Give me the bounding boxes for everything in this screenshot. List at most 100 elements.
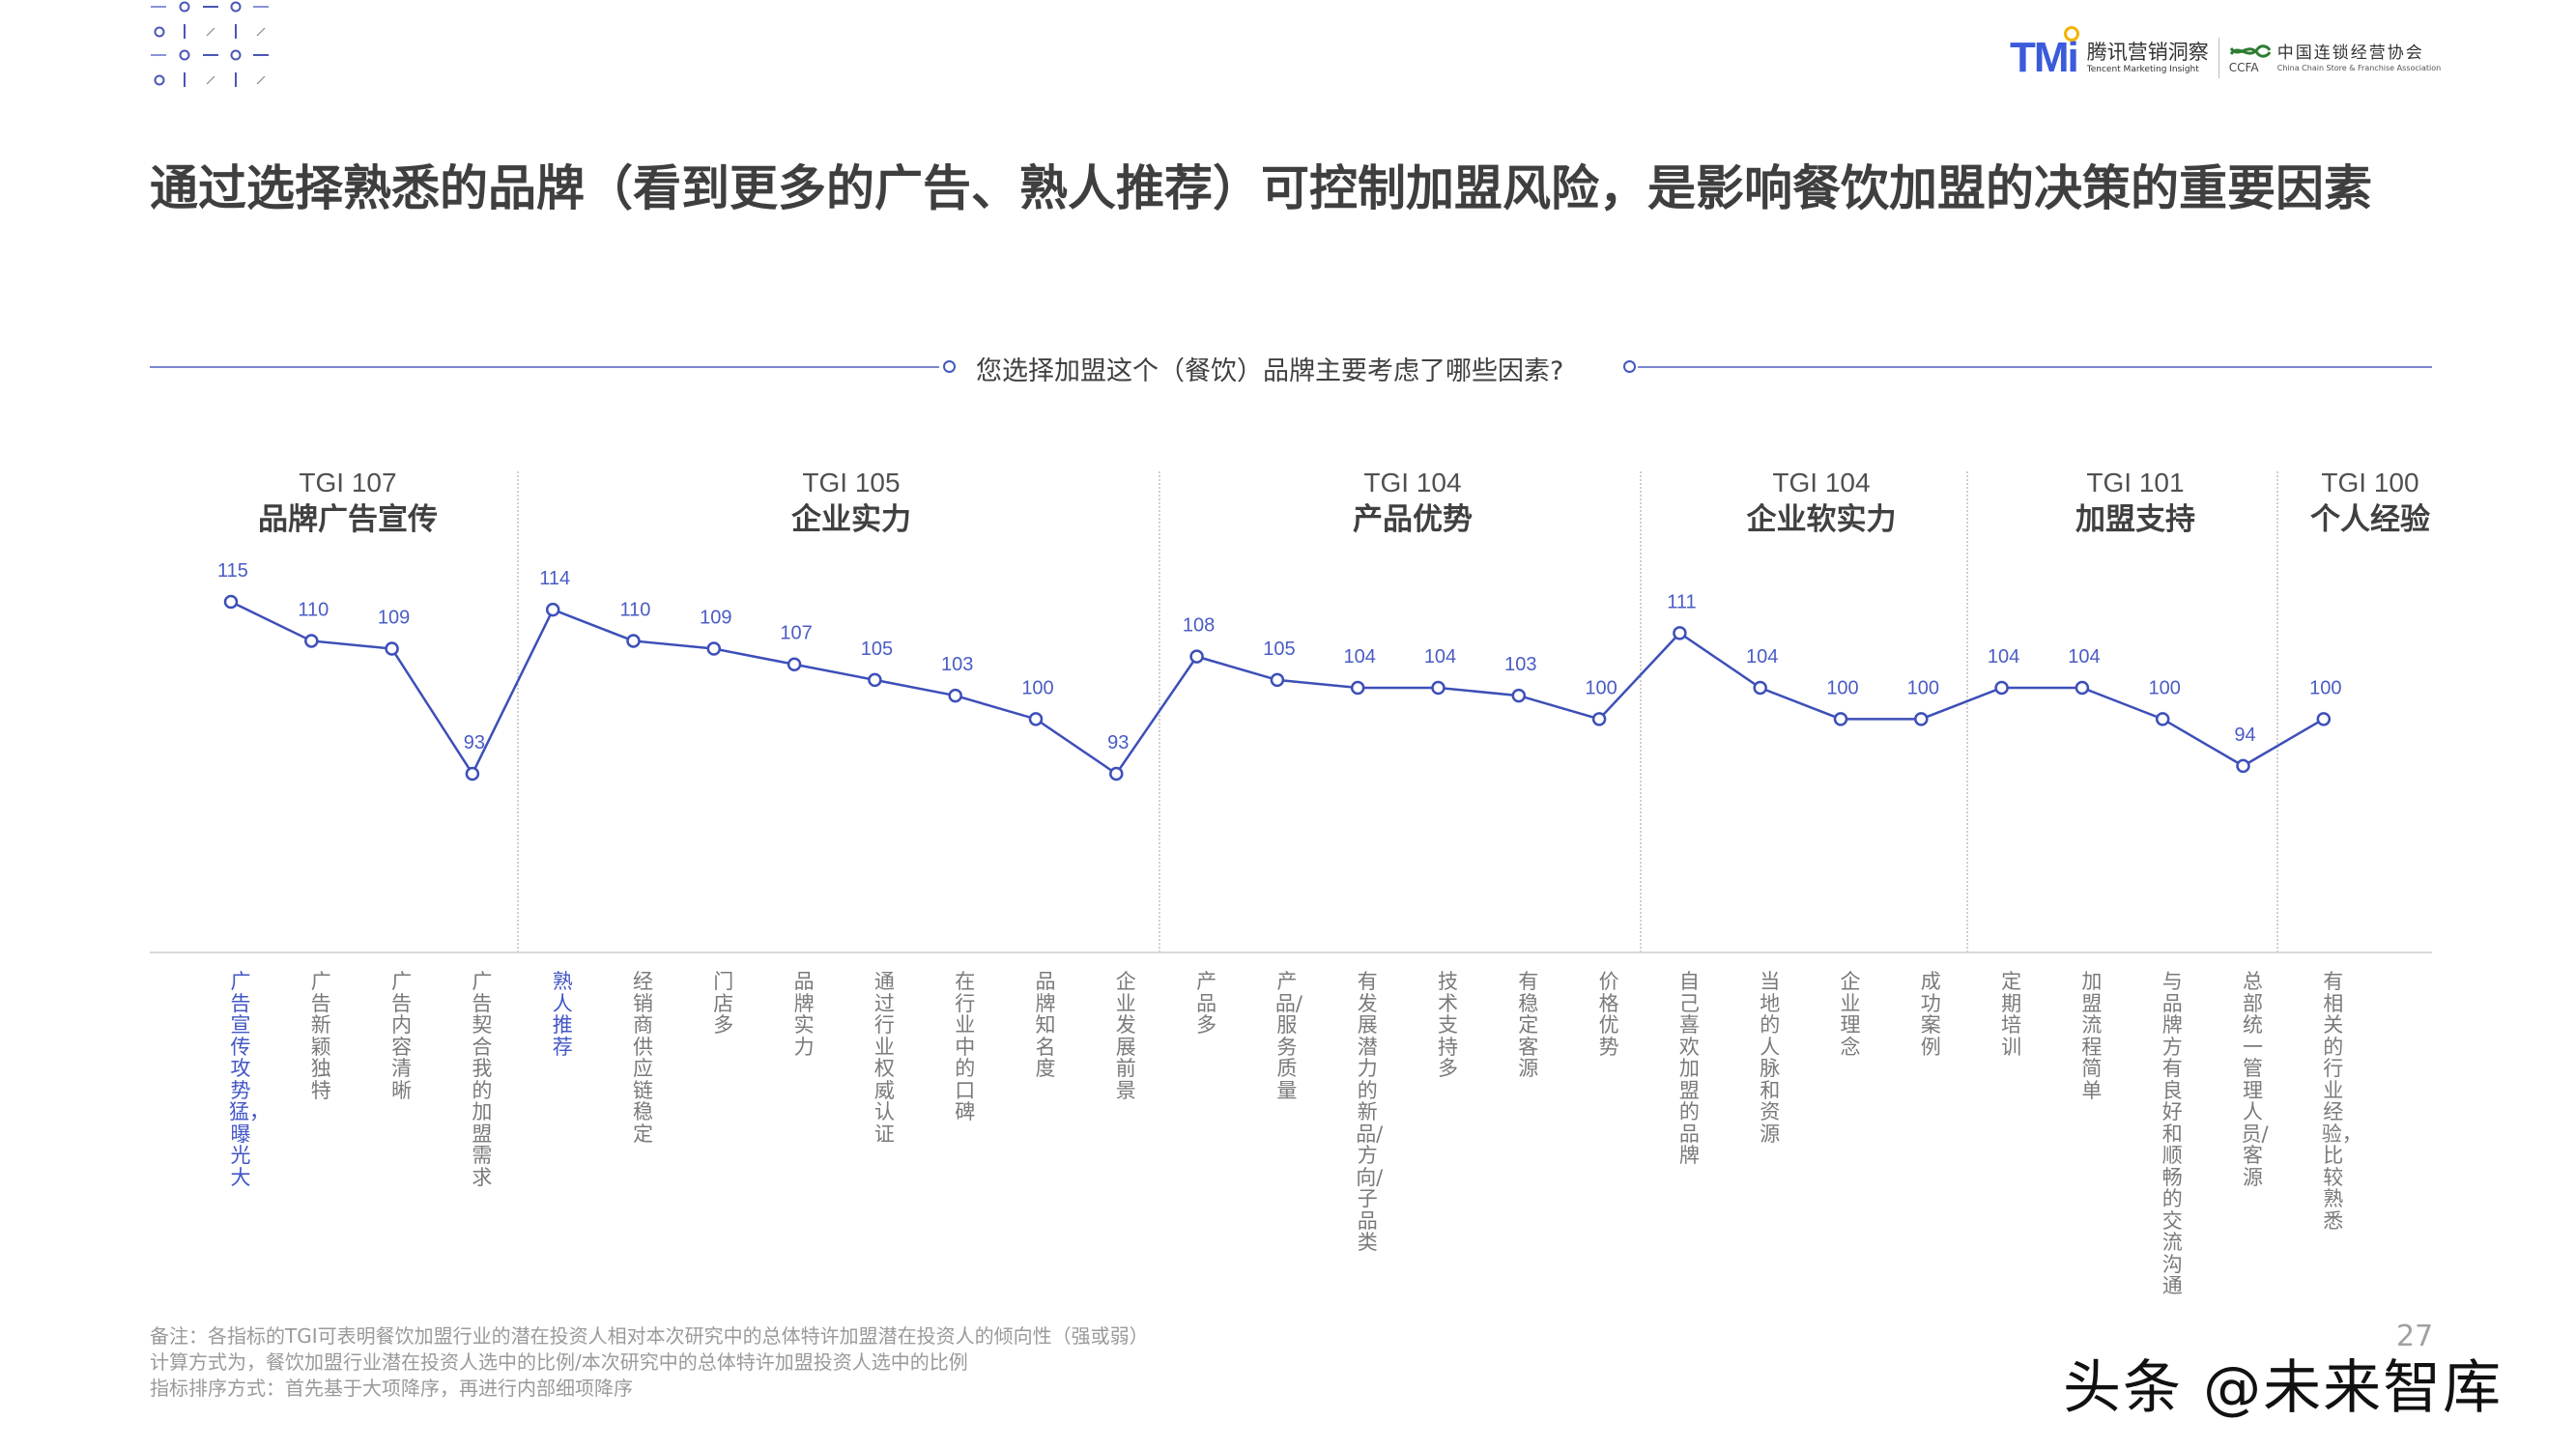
footnotes: 备注：各指标的TGI可表明餐饮加盟行业的潜在投资人相对本次研究中的总体特许加盟潜…: [150, 1323, 1149, 1402]
group-tgi: TGI 107: [299, 468, 397, 497]
data-point-marker: [1833, 712, 1848, 726]
data-value-label: 108: [1183, 615, 1215, 637]
group-separator: [1640, 471, 1642, 952]
data-point-marker: [948, 688, 962, 703]
x-axis-label: 产品多: [1196, 970, 1217, 1037]
tmi-name-cn: 腾讯营销洞察: [2086, 41, 2209, 64]
x-axis-label: 通过行业权威认证: [873, 970, 895, 1146]
x-axis-label: 产品/服务质量: [1274, 970, 1302, 1102]
x-axis-label: 企业理念: [1840, 970, 1861, 1059]
group-name: 加盟支持: [2075, 502, 2195, 537]
group-separator: [1966, 471, 1968, 952]
x-axis-label: 总部统一管理人员/客源: [2241, 970, 2269, 1189]
data-point-marker: [1914, 712, 1929, 726]
x-axis-label: 经销商供应链稳定: [633, 970, 653, 1146]
group-separator: [2276, 471, 2278, 952]
tmi-logo: TMi: [2010, 26, 2079, 82]
data-point-marker: [2316, 712, 2332, 726]
data-value-label: 93: [464, 732, 485, 753]
data-value-label: 100: [2309, 677, 2341, 698]
group-header-company-strength: TGI 105 企业实力: [791, 467, 911, 540]
data-point-marker: [2075, 680, 2090, 696]
data-value-label: 94: [2234, 724, 2255, 746]
group-tgi: TGI 100: [2321, 468, 2419, 497]
data-value-label: 103: [1504, 654, 1536, 675]
x-axis-label: 广告契合我的加盟需求: [472, 970, 493, 1189]
data-point-marker: [1109, 766, 1124, 781]
question-line-right: [1638, 366, 2432, 368]
data-value-label: 104: [1988, 646, 2019, 668]
data-point-marker: [223, 594, 239, 610]
data-value-label: 115: [217, 560, 248, 582]
ccfa-name-en: China Chain Store & Franchise Associatio…: [2276, 64, 2442, 72]
data-value-label: 114: [539, 568, 570, 589]
tmi-logo-text: TMi: [2010, 34, 2079, 81]
group-name: 品牌广告宣传: [258, 502, 438, 537]
question-text: 您选择加盟这个（餐饮）品牌主要考虑了哪些因素?: [976, 356, 1564, 386]
ccfa-logo: CCFA: [2229, 43, 2272, 73]
tgi-line-chart: 115 110 109 93 114 110 109 107 105 103 100 93 108 105…: [217, 560, 2341, 781]
tmi-name: 腾讯营销洞察 Tencent Marketing Insight: [2087, 41, 2209, 75]
data-point-marker: [2155, 712, 2170, 726]
data-point-marker: [1673, 626, 1687, 640]
data-point-marker: [1511, 688, 1527, 703]
ccfa-name: 中国连锁经营协会 China Chain Store & Franchise A…: [2277, 43, 2441, 73]
data-value-label: 93: [1107, 732, 1129, 753]
footnote-line: 备注：各指标的TGI可表明餐饮加盟行业的潜在投资人相对本次研究中的总体特许加盟潜…: [150, 1324, 1149, 1348]
data-value-label: 103: [941, 654, 973, 675]
data-value-label: 100: [2149, 677, 2181, 698]
tgi-series-line: [230, 600, 2325, 777]
x-axis-label: 有稳定客源: [1518, 970, 1539, 1080]
data-value-label: 109: [378, 608, 410, 629]
data-value-label: 105: [1263, 639, 1295, 660]
data-point-marker: [1753, 680, 1767, 696]
data-value-label: 104: [2068, 646, 2100, 668]
x-axis-label: 技术支持多: [1438, 970, 1458, 1080]
group-name: 产品优势: [1353, 502, 1473, 537]
data-point-marker: [706, 641, 722, 656]
data-point-marker: [1350, 680, 1365, 696]
data-value-label: 105: [861, 639, 893, 660]
x-axis-label: 自己喜欢加盟的品牌: [1678, 970, 1700, 1167]
x-axis-label: 广告宣传攻势猛，曝光大: [229, 970, 270, 1189]
group-header-product-advantage: TGI 104 产品优势: [1353, 467, 1473, 540]
data-value-label: 111: [1667, 591, 1696, 612]
data-value-label: 100: [1907, 677, 1939, 698]
data-value-label: 100: [1021, 677, 1053, 698]
group-header-soft-strength: TGI 104 企业软实力: [1747, 467, 1897, 540]
data-value-label: 104: [1344, 646, 1376, 668]
page-number: 27: [2396, 1320, 2434, 1353]
data-point-marker: [1189, 649, 1204, 664]
footnote-line: 计算方式为，餐饮加盟行业潜在投资人选中的比例/本次研究中的总体特许加盟投资人选中…: [150, 1350, 968, 1374]
x-axis-label: 定期培训: [2001, 970, 2022, 1059]
data-point-marker: [2236, 758, 2250, 774]
footnote-line: 指标排序方式：首先基于大项降序，再进行内部细项降序: [150, 1377, 633, 1400]
x-axis-label: 与品牌方有良好和顺畅的交流沟通: [2161, 970, 2183, 1297]
data-value-label: 104: [1424, 646, 1456, 668]
x-axis-label: 价格优势: [1598, 970, 1619, 1059]
watermark: 头条 @未来智库: [2063, 1354, 2504, 1422]
x-axis-label: 广告内容清晰: [391, 970, 413, 1102]
x-axis-label: 在行业中的口碑: [955, 970, 976, 1123]
x-axis-label: 有发展潜力的新品/方向/子品类: [1356, 970, 1384, 1254]
x-axis-label: 当地的人脉和资源: [1760, 970, 1781, 1146]
tmi-name-en: Tencent Marketing Insight: [2086, 65, 2199, 74]
group-header-franchise-support: TGI 101 加盟支持: [2075, 467, 2195, 540]
x-axis-label: 品牌知名度: [1035, 970, 1056, 1080]
group-tgi: TGI 105: [802, 468, 901, 497]
ccfa-name-cn: 中国连锁经营协会: [2276, 43, 2424, 63]
data-point-marker: [1028, 712, 1044, 726]
data-point-marker: [465, 766, 480, 781]
data-point-marker: [1994, 680, 2009, 696]
data-point-marker: [545, 602, 560, 617]
question-dot-right-icon: [1623, 360, 1636, 373]
data-value-label: 104: [1746, 646, 1778, 668]
group-tgi: TGI 101: [2086, 468, 2185, 497]
x-axis-label: 加盟流程简单: [2081, 970, 2103, 1102]
group-tgi: TGI 104: [1772, 468, 1871, 497]
data-point-marker: [304, 634, 319, 648]
brand-divider: [2218, 38, 2219, 78]
question-line-left: [150, 366, 939, 368]
x-axis-label: 门店多: [713, 970, 734, 1037]
data-point-marker: [1431, 680, 1445, 696]
